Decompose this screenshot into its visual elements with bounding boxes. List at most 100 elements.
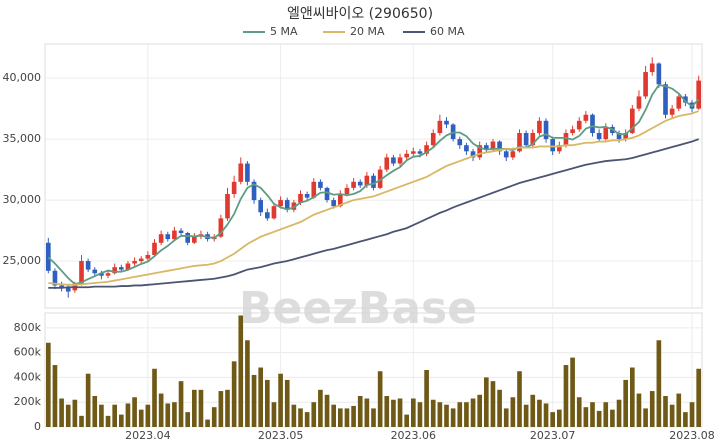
watermark: BeezBase bbox=[239, 283, 477, 334]
volume-bar bbox=[357, 396, 363, 427]
volume-bar bbox=[497, 389, 502, 427]
candle-body bbox=[284, 200, 290, 210]
candle-body bbox=[264, 212, 270, 219]
volume-bar bbox=[105, 415, 111, 427]
volume-bar bbox=[85, 373, 91, 427]
volume-bar bbox=[145, 404, 151, 427]
candle-body bbox=[430, 133, 436, 146]
x-tick-label: 2023.08 bbox=[669, 429, 715, 442]
volume-bar bbox=[284, 379, 290, 427]
volume-bar bbox=[563, 365, 569, 427]
candle-body bbox=[132, 261, 137, 264]
volume-bar bbox=[410, 398, 416, 427]
volume-bar bbox=[172, 402, 177, 427]
candle-body bbox=[490, 141, 496, 149]
volume-bar bbox=[251, 374, 257, 427]
volume-bar bbox=[404, 414, 410, 427]
candle-body bbox=[125, 263, 131, 270]
volume-bar bbox=[543, 403, 549, 427]
volume-bar bbox=[517, 371, 522, 427]
volume-bar bbox=[450, 408, 456, 427]
legend-label: 5 MA bbox=[270, 25, 298, 38]
volume-bar bbox=[444, 404, 449, 427]
candle-body bbox=[371, 175, 376, 188]
volume-bar bbox=[45, 342, 51, 427]
volume-bar bbox=[523, 404, 529, 427]
volume-bar bbox=[278, 373, 283, 427]
volume-bar bbox=[271, 402, 277, 427]
candle-body bbox=[118, 267, 124, 270]
candle-body bbox=[85, 261, 91, 270]
volume-bar bbox=[377, 371, 383, 427]
volume-bar bbox=[125, 403, 131, 427]
volume-bar bbox=[364, 398, 370, 427]
volume-bar bbox=[696, 368, 702, 427]
candle-body bbox=[218, 218, 224, 237]
volume-bar bbox=[490, 381, 496, 427]
candle-body bbox=[384, 157, 390, 170]
candle-body bbox=[483, 145, 489, 149]
volume-bar bbox=[351, 405, 356, 427]
candle-body bbox=[583, 114, 589, 121]
volume-bar bbox=[191, 389, 197, 427]
candle-body bbox=[629, 108, 635, 134]
volume-bar bbox=[669, 404, 675, 427]
volume-bar bbox=[596, 410, 602, 427]
candle-body bbox=[410, 151, 416, 154]
candle-body bbox=[291, 202, 297, 210]
volume-bar bbox=[576, 397, 582, 427]
candle-body bbox=[517, 133, 522, 152]
candle-body bbox=[52, 270, 58, 286]
volume-bar bbox=[503, 408, 509, 427]
candle-body bbox=[437, 120, 443, 134]
candle-body bbox=[523, 133, 529, 146]
candle-body bbox=[304, 193, 310, 198]
candle-body bbox=[477, 145, 483, 158]
candle-body bbox=[563, 133, 569, 146]
candle-body bbox=[623, 133, 629, 140]
volume-bar bbox=[331, 404, 337, 427]
volume-bar bbox=[457, 402, 463, 427]
candle-body bbox=[112, 267, 118, 274]
volume-bar bbox=[556, 409, 562, 427]
volume-bar bbox=[676, 393, 682, 427]
volume-bar bbox=[550, 412, 556, 427]
volume-bar bbox=[225, 389, 230, 427]
volume-bar bbox=[344, 408, 350, 427]
volume-bar bbox=[683, 412, 688, 427]
grid-layer bbox=[45, 44, 702, 428]
volume-bar bbox=[663, 396, 668, 427]
candle-body bbox=[45, 242, 51, 271]
candle-body bbox=[92, 269, 98, 274]
volume-bar bbox=[391, 399, 396, 427]
candle-body bbox=[245, 163, 250, 182]
candle-body bbox=[337, 193, 343, 207]
volume-bar bbox=[79, 415, 84, 427]
candle-body bbox=[391, 157, 396, 164]
y-tick-label: 800k bbox=[14, 321, 42, 334]
candle-body bbox=[556, 145, 562, 152]
volume-bar bbox=[603, 402, 609, 427]
candle-body bbox=[231, 181, 237, 194]
candle-body bbox=[603, 126, 609, 140]
volume-bar bbox=[178, 381, 184, 427]
candle-body bbox=[258, 200, 264, 213]
candle-body bbox=[298, 193, 303, 203]
volume-bar bbox=[510, 397, 516, 427]
candle-body bbox=[424, 145, 429, 154]
volume-bar bbox=[112, 404, 118, 427]
candle-body bbox=[324, 187, 330, 201]
candle-body bbox=[570, 129, 575, 134]
volume-bar bbox=[384, 396, 390, 427]
candle-body bbox=[172, 230, 177, 240]
y-tick-label: 600k bbox=[14, 346, 42, 359]
volume-bar bbox=[537, 399, 542, 427]
volume-bar bbox=[397, 398, 403, 427]
candle-body bbox=[417, 151, 423, 154]
candle-body bbox=[178, 230, 184, 234]
candle-body bbox=[656, 63, 662, 85]
candle-body bbox=[590, 114, 595, 134]
x-tick-label: 2023.04 bbox=[125, 429, 171, 442]
volume-bar bbox=[291, 404, 297, 427]
candle-body bbox=[238, 163, 244, 182]
